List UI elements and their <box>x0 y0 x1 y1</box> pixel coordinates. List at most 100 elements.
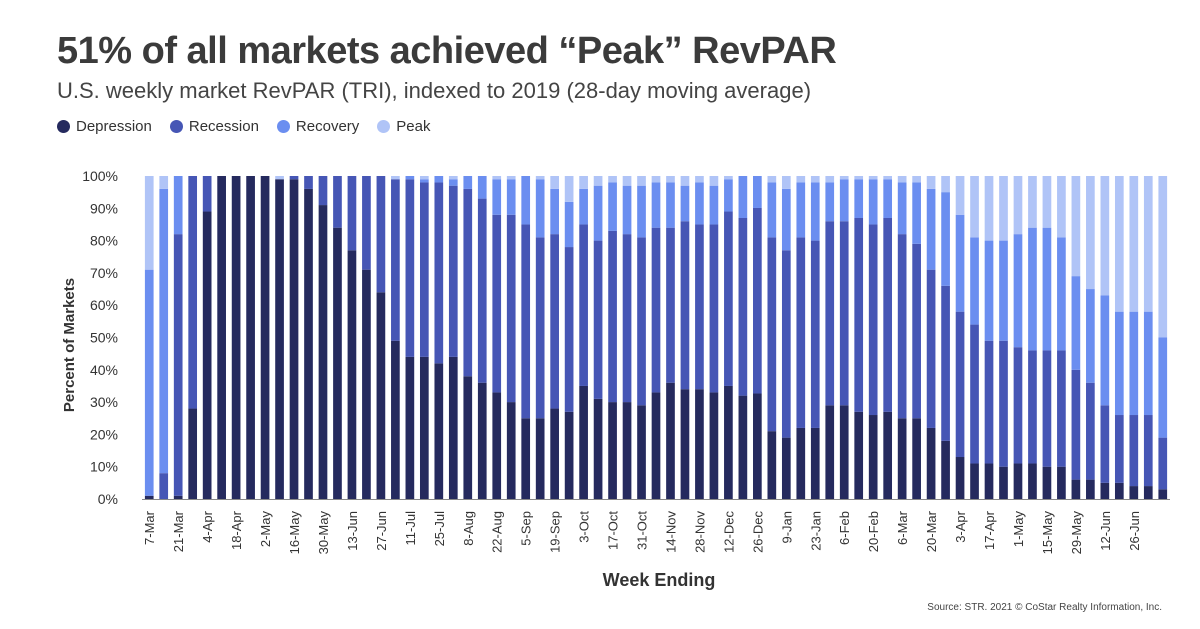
bar-recession <box>637 237 646 406</box>
bar-peak <box>1042 176 1052 228</box>
bar-recession <box>506 214 516 403</box>
bar-depression <box>275 179 284 500</box>
bar-depression <box>796 427 806 499</box>
x-tick-label: 29-May <box>1069 511 1084 555</box>
bar-recovery <box>738 176 748 218</box>
bar-depression <box>434 363 444 499</box>
bar-recession <box>781 250 791 438</box>
bar-depression <box>955 457 965 499</box>
bar-peak <box>955 176 965 215</box>
bar-recession <box>753 207 762 394</box>
x-tick-label: 12-Jun <box>1098 511 1113 551</box>
bar-depression <box>637 405 646 499</box>
bar-peak <box>144 176 154 270</box>
bar-recovery <box>680 185 690 222</box>
bar-depression <box>1100 482 1110 499</box>
bar-recovery <box>970 237 979 325</box>
bar-peak <box>1129 176 1139 312</box>
bar-depression <box>1129 486 1139 499</box>
legend-label-recession: Recession <box>188 118 259 135</box>
bar-recovery <box>477 176 487 199</box>
bars-group <box>144 176 1168 500</box>
bar-peak <box>781 176 791 189</box>
bar-depression <box>941 440 950 499</box>
bar-recession <box>362 176 371 270</box>
bar-recession <box>1143 415 1153 487</box>
bar-depression <box>202 211 212 499</box>
x-tick-label: 13-Jun <box>345 511 360 551</box>
bar-depression <box>173 495 183 499</box>
bar-depression <box>926 427 936 499</box>
bar-recession <box>825 221 835 406</box>
bar-depression <box>999 466 1008 499</box>
x-tick-label: 25-Jul <box>432 511 447 547</box>
bar-recovery <box>883 179 893 218</box>
legend-swatch-recovery <box>276 120 290 133</box>
x-tick-label: 16-May <box>287 511 302 555</box>
bar-recession <box>535 237 545 419</box>
bar-recession <box>666 227 675 383</box>
bar-depression <box>144 495 154 499</box>
bar-recession <box>419 182 429 357</box>
x-tick-label: 2-May <box>258 511 273 548</box>
bar-peak <box>839 176 849 180</box>
bar-recession <box>767 237 777 432</box>
x-axis-title: Week Ending <box>603 570 716 590</box>
x-tick-label: 11-Jul <box>403 511 418 546</box>
bar-peak <box>275 176 284 180</box>
x-tick-label: 21-Mar <box>171 510 186 552</box>
x-tick-label: 30-May <box>316 511 331 555</box>
bar-peak <box>448 176 458 180</box>
legend-item-recession: Recession <box>169 118 259 135</box>
bar-recession <box>955 311 965 458</box>
x-axis: 7-Mar 21-Mar 4-Apr 18-Apr 2-May 16-May 30-May 1… <box>142 499 1170 555</box>
bar-recovery <box>637 185 646 238</box>
bar-depression <box>246 176 255 499</box>
bar-depression <box>1057 466 1066 499</box>
bar-depression <box>535 418 545 499</box>
bar-depression <box>868 415 878 499</box>
y-tick-label: 100% <box>82 168 118 184</box>
bar-recovery <box>724 179 733 212</box>
bar-recession <box>854 217 864 412</box>
bar-depression <box>506 402 516 499</box>
legend: Depression Recession Recovery Peak <box>57 118 430 135</box>
bar-recession <box>709 224 719 393</box>
bar-peak <box>796 176 806 183</box>
bar-depression <box>550 408 559 499</box>
bar-recession <box>289 176 299 180</box>
x-tick-label: 26-Jun <box>1127 511 1142 551</box>
bar-recession <box>1086 382 1095 480</box>
bar-depression <box>767 431 777 499</box>
bar-depression <box>912 418 921 499</box>
bar-recovery <box>1042 227 1052 351</box>
y-tick-label: 40% <box>90 362 118 378</box>
x-tick-label: 14-Nov <box>663 511 678 553</box>
bar-recovery <box>1071 276 1081 370</box>
bar-depression <box>1042 466 1052 499</box>
bar-recession <box>202 176 212 212</box>
bar-recovery <box>666 182 675 228</box>
bar-recovery <box>419 179 429 183</box>
bar-depression <box>521 418 531 499</box>
bar-peak <box>1100 176 1110 296</box>
bar-peak <box>680 176 690 186</box>
bar-recovery <box>1013 234 1023 348</box>
bar-depression <box>1086 479 1095 499</box>
bar-peak <box>984 176 994 241</box>
y-tick-label: 50% <box>90 330 118 346</box>
bar-depression <box>709 392 719 499</box>
bar-depression <box>492 392 502 499</box>
bar-peak <box>767 176 777 183</box>
legend-item-peak: Peak <box>377 118 430 135</box>
bar-peak <box>1158 176 1168 338</box>
x-tick-label: 15-May <box>1040 511 1055 555</box>
bar-peak <box>854 176 864 180</box>
legend-item-recovery: Recovery <box>276 118 359 135</box>
bar-depression <box>666 382 675 499</box>
bar-recession <box>1114 415 1124 483</box>
bar-recovery <box>579 188 588 225</box>
x-tick-label: 12-Dec <box>721 511 736 553</box>
bar-recovery <box>767 182 777 238</box>
